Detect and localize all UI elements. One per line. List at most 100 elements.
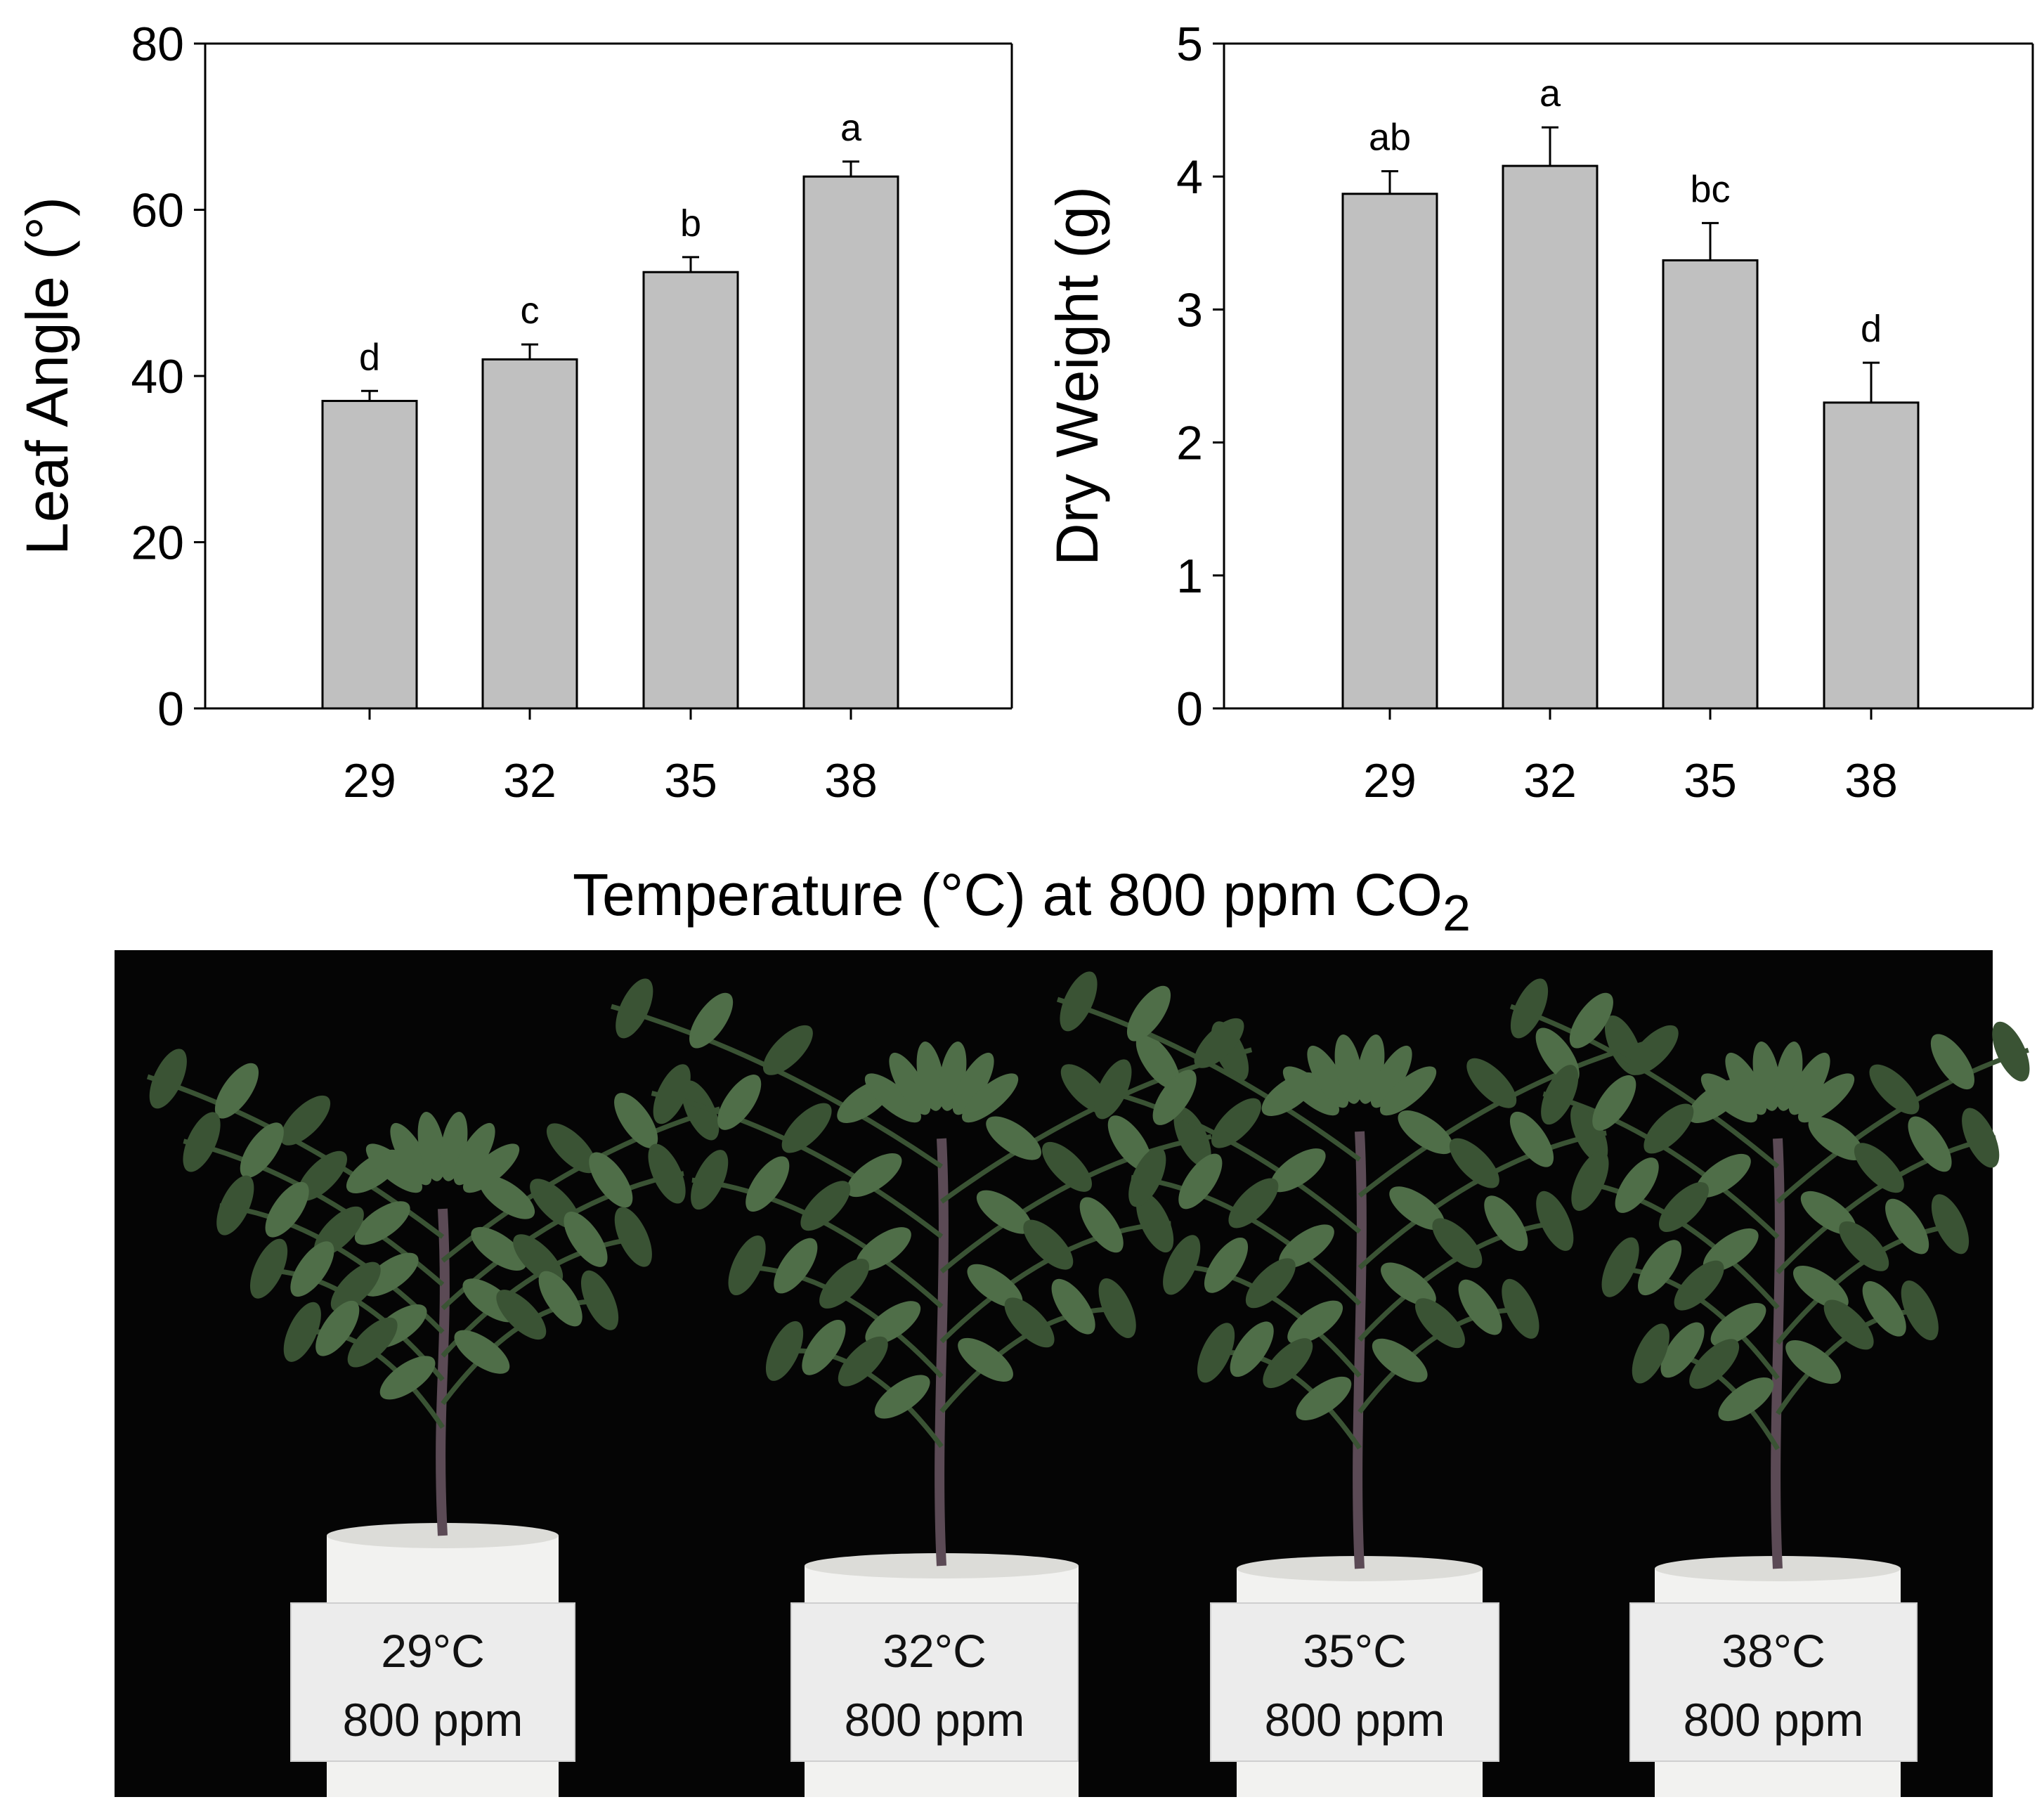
dry-weight-significance-letter-38: d bbox=[1861, 308, 1882, 350]
leaf bbox=[781, 1103, 832, 1153]
leaf bbox=[315, 1300, 360, 1356]
leaf bbox=[1536, 1191, 1574, 1251]
leaf bbox=[330, 1262, 381, 1312]
dry-weight-y-axis-title: Dry Weight (g) bbox=[1044, 186, 1110, 566]
leaf-angle-y-tick-label: 60 bbox=[131, 184, 184, 238]
dry-weight-significance-letter-35: bc bbox=[1690, 168, 1730, 210]
leaf bbox=[249, 1238, 288, 1299]
leaf bbox=[1197, 1323, 1235, 1383]
leaf bbox=[589, 1152, 633, 1208]
leaf-angle-significance-letter-35: b bbox=[680, 202, 701, 245]
photo-label-1: 29°C 800 ppm bbox=[290, 1602, 575, 1762]
leaf bbox=[1128, 1147, 1166, 1207]
leaf bbox=[354, 1201, 410, 1245]
leaf bbox=[1060, 971, 1098, 1032]
leaf-angle-y-tick-label: 80 bbox=[131, 18, 184, 71]
leaf bbox=[1263, 1338, 1313, 1389]
leaf bbox=[1098, 1278, 1136, 1338]
leaf bbox=[1194, 1018, 1244, 1068]
leaf bbox=[986, 1116, 1042, 1160]
leaf bbox=[1279, 1224, 1334, 1269]
leaf bbox=[1601, 1237, 1639, 1297]
leaf bbox=[1862, 1280, 1906, 1337]
leaf bbox=[463, 1143, 520, 1193]
leaf bbox=[1307, 1045, 1349, 1108]
leaf-angle-significance-letter-32: c bbox=[521, 290, 540, 332]
leaf bbox=[682, 1080, 720, 1141]
leaf bbox=[1282, 1066, 1339, 1116]
leaf-angle-y-tick-label: 40 bbox=[131, 350, 184, 403]
leaf bbox=[976, 1190, 1032, 1234]
leaf bbox=[1788, 1052, 1830, 1115]
leaf bbox=[1632, 1323, 1669, 1384]
dry-weight-bar-38 bbox=[1823, 401, 1920, 710]
leaf bbox=[1962, 1108, 2000, 1168]
leaf bbox=[1094, 1059, 1132, 1120]
leaf bbox=[1042, 1141, 1092, 1192]
leaf bbox=[1901, 1280, 1939, 1341]
leaf bbox=[538, 1271, 582, 1327]
leaf bbox=[856, 1227, 911, 1271]
leaf bbox=[1079, 1197, 1124, 1253]
photo-label-2: 32°C 800 ppm bbox=[790, 1602, 1079, 1762]
dry-weight-chart: 0 1 2 3 4 5 29 32 35 38 ab a bc d Dry Weight (g) bbox=[1044, 18, 2034, 808]
leaf bbox=[653, 1064, 691, 1124]
photo-label-co2: 800 ppm bbox=[845, 1694, 1025, 1746]
leaf bbox=[846, 1153, 902, 1198]
dry-weight-y-tick-label: 4 bbox=[1176, 150, 1203, 204]
leaf bbox=[865, 1301, 921, 1345]
leaf bbox=[648, 1143, 686, 1204]
leaf bbox=[819, 1259, 870, 1309]
leaf bbox=[496, 1290, 547, 1340]
photo-label-temperature: 38°C bbox=[1721, 1625, 1825, 1677]
leaf bbox=[1211, 1098, 1261, 1148]
leaf bbox=[390, 1122, 432, 1186]
leaf bbox=[280, 1095, 331, 1146]
leaf bbox=[1752, 1042, 1781, 1111]
leaf bbox=[1660, 1322, 1705, 1378]
leaf bbox=[1823, 1299, 1874, 1350]
leaf bbox=[1569, 992, 1613, 1049]
leaf bbox=[916, 1042, 945, 1111]
dry-weight-y-tick-label: 3 bbox=[1176, 283, 1203, 337]
leaf-angle-y-axis-title: Leaf Angle (°) bbox=[14, 197, 80, 555]
photo-label-3: 35°C 800 ppm bbox=[1210, 1602, 1499, 1762]
leaf bbox=[1541, 1065, 1579, 1125]
photo-label-co2: 800 ppm bbox=[1684, 1694, 1864, 1746]
leaf bbox=[265, 1181, 309, 1238]
leaf bbox=[1571, 1150, 1609, 1211]
photo-label-co2: 800 ppm bbox=[343, 1694, 523, 1746]
leaf bbox=[1869, 1064, 1920, 1115]
leaf-angle-significance-letter-29: d bbox=[359, 336, 380, 378]
plant-photo: 29°C 800 ppm 32°C 800 ppm 35°C 800 ppm 38°C 800… bbox=[115, 950, 2030, 1797]
leaf bbox=[1230, 1321, 1274, 1377]
dry-weight-y-tick-label: 2 bbox=[1176, 417, 1203, 470]
leaf bbox=[214, 1063, 259, 1119]
leaf bbox=[1051, 1278, 1095, 1335]
leaf bbox=[1135, 1033, 1180, 1089]
leaf bbox=[1931, 1194, 1970, 1254]
leaf bbox=[1458, 1279, 1502, 1335]
photo-label-box bbox=[790, 1602, 1079, 1762]
leaf bbox=[1638, 1240, 1682, 1296]
leaf bbox=[454, 1330, 510, 1374]
leaf bbox=[1372, 1338, 1428, 1382]
leaf bbox=[1510, 978, 1549, 1039]
leaf-angle-x-tick-label-29: 29 bbox=[343, 754, 396, 808]
leaf bbox=[1004, 1297, 1055, 1348]
leaf bbox=[746, 1156, 790, 1212]
leaf bbox=[290, 1241, 334, 1297]
leaf bbox=[471, 1226, 527, 1271]
leaf bbox=[347, 1317, 398, 1368]
leaf bbox=[1449, 1138, 1499, 1188]
leaf bbox=[689, 992, 734, 1049]
leaf bbox=[1432, 1218, 1483, 1269]
leaf bbox=[513, 1234, 564, 1285]
leaf bbox=[614, 1093, 658, 1148]
leaf-angle-bar-29 bbox=[321, 399, 418, 710]
dry-weight-x-tick-label-32: 32 bbox=[1523, 754, 1577, 808]
photo-label-box bbox=[1629, 1602, 1918, 1762]
leaf-angle-x-tick-label-35: 35 bbox=[664, 754, 717, 808]
leaf bbox=[874, 1375, 930, 1419]
dry-weight-bar-35 bbox=[1662, 259, 1759, 710]
